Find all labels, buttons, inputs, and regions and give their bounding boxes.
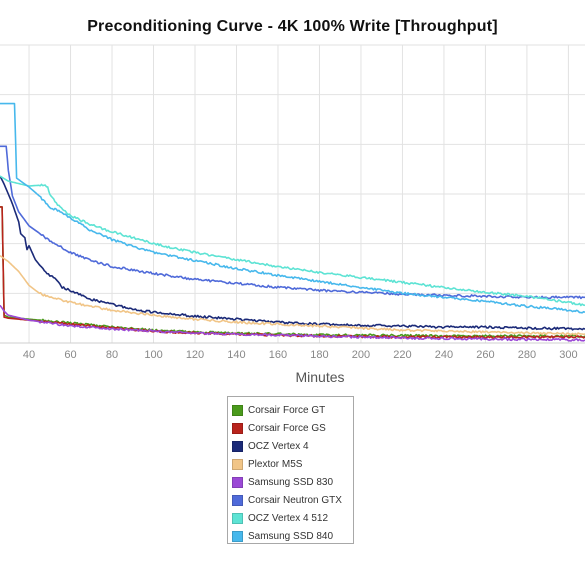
legend-label: Samsung SSD 830 (248, 476, 334, 488)
x-tick-label: 80 (106, 349, 118, 361)
x-tick-label: 220 (393, 349, 411, 361)
legend-label: Plextor M5S (248, 458, 303, 470)
series-lines (0, 102, 585, 342)
series-line (0, 102, 585, 314)
series-line (0, 175, 585, 331)
legend-item[interactable]: OCZ Vertex 4 (232, 437, 353, 455)
series-line (0, 304, 585, 342)
legend-swatch (232, 512, 243, 524)
legend-label: Corsair Force GT (248, 404, 326, 416)
x-tick-label: 60 (64, 349, 76, 361)
legend-swatch (232, 440, 243, 452)
series-line (0, 254, 585, 336)
chart-title: Preconditioning Curve - 4K 100% Write [T… (87, 18, 498, 35)
legend-label: Corsair Force GS (248, 422, 326, 434)
legend-label: OCZ Vertex 4 512 (248, 512, 329, 524)
legend-swatch (232, 458, 243, 470)
x-tick-label: 140 (227, 349, 245, 361)
series-line (0, 206, 585, 339)
x-tick-label: 280 (518, 349, 536, 361)
legend-swatch (232, 530, 243, 542)
x-tick-label: 100 (144, 349, 162, 361)
legend-label: Samsung SSD 840 (248, 530, 334, 542)
x-tick-label: 260 (476, 349, 494, 361)
legend: Corsair Force GT Corsair Force GS OCZ Vert… (227, 396, 354, 544)
legend-item[interactable]: Samsung SSD 830 (232, 473, 353, 491)
legend-swatch (232, 476, 243, 488)
x-tick-label: 300 (559, 349, 577, 361)
legend-item[interactable]: Corsair Neutron GTX (232, 491, 353, 509)
x-tick-label: 180 (310, 349, 328, 361)
legend-swatch (232, 404, 243, 416)
x-axis-title: Minutes (295, 369, 345, 385)
legend-item[interactable]: Samsung SSD 840 (232, 527, 353, 545)
series-line (0, 145, 585, 300)
x-tick-label: 200 (352, 349, 370, 361)
legend-label: Corsair Neutron GTX (248, 494, 342, 506)
series-line (0, 206, 585, 338)
legend-item[interactable]: Corsair Force GT (232, 401, 353, 419)
legend-swatch (232, 494, 243, 506)
legend-label: OCZ Vertex 4 (248, 440, 309, 452)
x-tick-label: 120 (186, 349, 204, 361)
legend-item[interactable]: Plextor M5S (232, 455, 353, 473)
legend-item[interactable]: OCZ Vertex 4 512 (232, 509, 353, 527)
x-tick-label: 160 (269, 349, 287, 361)
x-tick-labels: 40 60 80 100 120 140 160 180 200 220 240 260 280 300 (23, 349, 578, 361)
series-line (0, 175, 585, 307)
legend-item[interactable]: Corsair Force GS (232, 419, 353, 437)
x-tick-label: 40 (23, 349, 35, 361)
x-tick-label: 240 (435, 349, 453, 361)
legend-swatch (232, 422, 243, 434)
